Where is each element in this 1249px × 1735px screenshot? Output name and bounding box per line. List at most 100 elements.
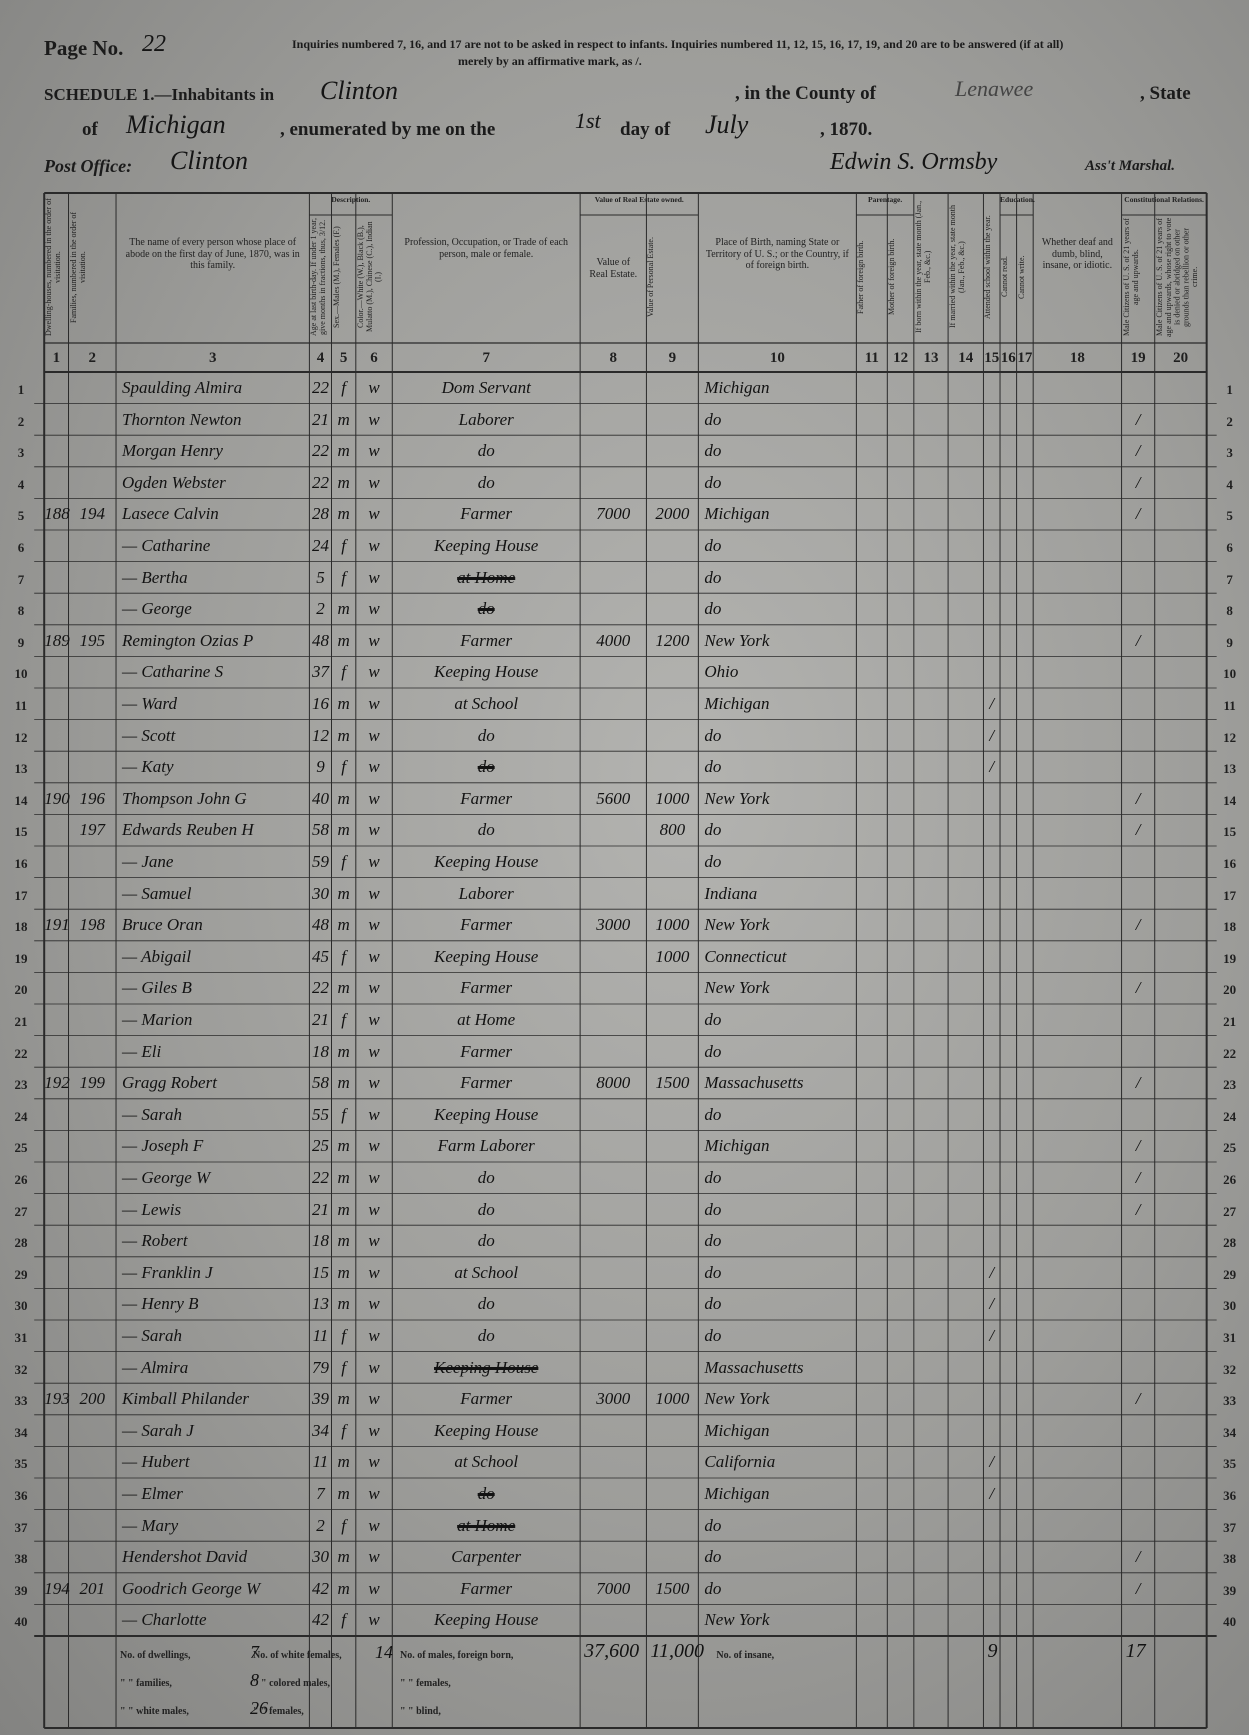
name: — Samuel bbox=[122, 883, 192, 903]
color: w bbox=[368, 378, 380, 397]
name: — Catharine bbox=[122, 536, 211, 555]
column-number: 10 bbox=[769, 350, 785, 366]
column-number: 3 bbox=[208, 350, 217, 366]
line-number: 30 bbox=[1223, 1298, 1237, 1314]
color: w bbox=[368, 1168, 380, 1187]
color: w bbox=[368, 694, 380, 713]
of-label: of bbox=[82, 119, 98, 140]
line-number: 3 bbox=[1226, 445, 1233, 461]
group-header: Value of Real Estate owned. bbox=[594, 195, 684, 204]
column-number: 2 bbox=[88, 350, 97, 366]
citizen: / bbox=[1135, 820, 1141, 840]
line-number: 25 bbox=[14, 1140, 28, 1156]
sex: f bbox=[341, 567, 347, 587]
birthplace: do bbox=[704, 1010, 722, 1029]
line-number: 8 bbox=[1226, 603, 1233, 619]
color: w bbox=[368, 1547, 380, 1567]
footer-label: No. of males, foreign born, bbox=[400, 1650, 514, 1661]
line-number: 5 bbox=[17, 508, 25, 524]
occupation: at Home bbox=[457, 1010, 516, 1029]
birthplace: Indiana bbox=[704, 883, 758, 903]
name: Goodrich George W bbox=[122, 1578, 261, 1598]
age: 42 bbox=[311, 1578, 329, 1598]
line-number: 35 bbox=[1223, 1456, 1237, 1472]
line-number: 31 bbox=[14, 1330, 28, 1345]
real-estate: 3000 bbox=[596, 915, 631, 935]
name: Bruce Oran bbox=[122, 915, 203, 935]
age: 58 bbox=[311, 1073, 329, 1093]
color: w bbox=[368, 1199, 380, 1219]
line-number: 35 bbox=[14, 1456, 28, 1472]
occupation: at School bbox=[454, 1262, 519, 1282]
page-no: 22 bbox=[142, 31, 166, 57]
line-number: 39 bbox=[14, 1582, 28, 1598]
column-header: Cannot read. bbox=[1001, 256, 1010, 298]
sex: m bbox=[337, 1262, 350, 1282]
line-number: 7 bbox=[17, 571, 25, 587]
color: w bbox=[368, 1136, 380, 1156]
color: w bbox=[368, 820, 380, 840]
sex: m bbox=[337, 725, 350, 745]
school: / bbox=[989, 725, 995, 745]
footer-total: 17 bbox=[1125, 1640, 1146, 1662]
occupation: Farmer bbox=[460, 788, 513, 808]
citizen: / bbox=[1135, 504, 1141, 524]
column-header: Age at last birth-day. If under 1 year, … bbox=[310, 218, 328, 337]
age: 30 bbox=[311, 883, 329, 903]
color: w bbox=[368, 472, 380, 492]
age: 30 bbox=[311, 1547, 329, 1567]
line-number: 13 bbox=[14, 761, 28, 777]
line-number: 2 bbox=[17, 413, 25, 429]
birthplace: New York bbox=[704, 915, 770, 935]
dwelling: 191 bbox=[44, 915, 70, 935]
age: 48 bbox=[311, 630, 329, 650]
color: w bbox=[368, 1515, 380, 1535]
line-number: 26 bbox=[14, 1172, 28, 1187]
line-number: 10 bbox=[1223, 666, 1237, 682]
group-header: Constitutional Relations. bbox=[1124, 195, 1204, 204]
real-estate: 5600 bbox=[596, 788, 631, 808]
name: — Eli bbox=[122, 1041, 162, 1061]
age: 21 bbox=[311, 1199, 329, 1219]
age: 79 bbox=[311, 1357, 329, 1377]
line-number: 30 bbox=[14, 1298, 28, 1314]
birthplace: do bbox=[704, 1326, 722, 1345]
marshal-label: Ass't Marshal. bbox=[1085, 158, 1176, 174]
age: 11 bbox=[312, 1326, 329, 1345]
occupation: Keeping House bbox=[434, 946, 539, 966]
sex: m bbox=[337, 1578, 350, 1598]
name: — Catharine S bbox=[122, 662, 224, 682]
group-header: Parentage. bbox=[867, 195, 903, 204]
color: w bbox=[368, 504, 380, 524]
sex: f bbox=[341, 1610, 347, 1630]
line-number: 40 bbox=[1223, 1614, 1237, 1630]
school: / bbox=[989, 694, 995, 713]
family: 195 bbox=[79, 630, 106, 650]
dwelling: 189 bbox=[44, 630, 70, 650]
birthplace: do bbox=[704, 757, 722, 777]
line-number: 21 bbox=[14, 1014, 28, 1029]
occupation: Carpenter bbox=[451, 1547, 522, 1567]
line-number: 37 bbox=[14, 1519, 28, 1535]
occupation: Laborer bbox=[458, 883, 514, 903]
line-number: 17 bbox=[1223, 887, 1237, 903]
name: — Sarah bbox=[122, 1326, 182, 1345]
occupation: Keeping House bbox=[434, 1610, 539, 1630]
birthplace: do bbox=[704, 725, 722, 745]
column-header: Cannot write. bbox=[1017, 255, 1026, 299]
color: w bbox=[368, 1041, 380, 1061]
sex: f bbox=[341, 1420, 347, 1440]
township: Clinton bbox=[320, 76, 399, 105]
line-number: 14 bbox=[14, 792, 28, 808]
line-number: 4 bbox=[17, 476, 25, 492]
sex: m bbox=[337, 1168, 350, 1187]
occupation: Keeping House bbox=[434, 1420, 539, 1440]
column-header: Value of Personal Estate. bbox=[647, 237, 656, 317]
column-number: 5 bbox=[339, 350, 348, 366]
line-number: 17 bbox=[14, 887, 28, 903]
column-header: Attended school within the year. bbox=[984, 215, 993, 319]
citizen: / bbox=[1135, 978, 1141, 998]
name: — Giles B bbox=[122, 978, 192, 998]
column-header: Dwelling-houses, numbered in the order o… bbox=[45, 198, 62, 336]
line-number: 18 bbox=[14, 919, 28, 935]
